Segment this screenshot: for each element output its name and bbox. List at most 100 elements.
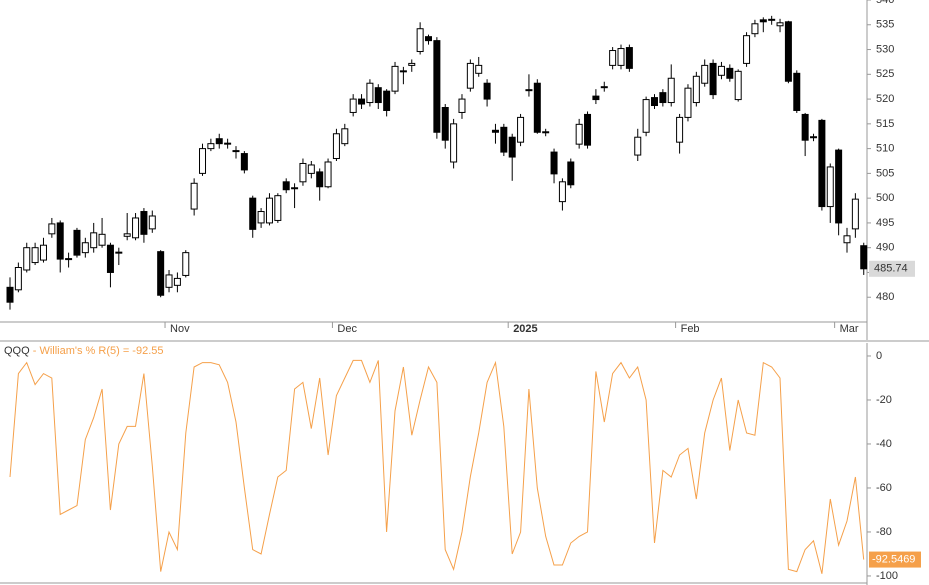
candle-body (692, 75, 700, 104)
candle-body (567, 161, 575, 186)
candle-body (676, 116, 684, 143)
y-tick-label: 505 (876, 167, 894, 179)
y-tick-label: 525 (876, 68, 894, 80)
candle-body (73, 229, 81, 256)
candle-body (743, 35, 751, 64)
candle-body (751, 23, 759, 35)
candle-body (307, 164, 315, 174)
candle-body (450, 123, 458, 163)
candle-body (349, 98, 357, 113)
candle-body (818, 119, 826, 208)
candle-body (282, 181, 290, 191)
candle-body (650, 97, 658, 107)
candle-body (575, 123, 583, 145)
y-tick-label: 510 (876, 143, 894, 155)
symbol: QQQ (4, 345, 30, 357)
x-tick-label: Feb (681, 323, 700, 335)
indicator-line (9, 359, 865, 574)
y-tick-label: 480 (876, 291, 894, 303)
y-tick-label: -40 (876, 438, 892, 450)
candle-body (39, 244, 47, 261)
candle-body (299, 162, 307, 183)
candle-body (391, 65, 399, 92)
candle-body (642, 99, 650, 133)
value-tag-label: -92.5469 (872, 553, 915, 565)
candle-body (199, 148, 207, 174)
candle-body (558, 181, 566, 203)
candle-body (483, 82, 491, 100)
candle-body (466, 62, 474, 89)
candle-body (399, 70, 407, 73)
candle-body (491, 129, 499, 133)
y-tick-label: 530 (876, 43, 894, 55)
candle-body (190, 182, 198, 210)
x-tick-label: Dec (337, 323, 357, 335)
candle-body (65, 258, 73, 261)
candle-body (291, 187, 299, 190)
y-tick-label: 0 (876, 350, 882, 362)
candle-body (709, 62, 717, 96)
value-tag (869, 551, 921, 568)
candle-body (224, 142, 232, 145)
candle-body (366, 82, 374, 104)
candle-body (81, 242, 89, 254)
indicator-title: QQQ - William's % R(5) = -92.55 (4, 345, 164, 357)
candle-body (173, 277, 181, 286)
candle-body (500, 126, 508, 153)
candle-body (425, 36, 432, 42)
y-tick-label: 540 (876, 0, 894, 6)
y-tick-label: 500 (876, 192, 894, 204)
candle-body (98, 233, 106, 246)
candle-body (341, 128, 349, 145)
candle-body (793, 72, 801, 111)
candle-body (123, 233, 131, 237)
candle-body (23, 247, 31, 271)
price-tag-label: 485.74 (874, 263, 908, 275)
candle-body (157, 251, 165, 296)
candle-body (182, 252, 190, 276)
candle-body (274, 195, 282, 221)
candle-body (416, 28, 424, 53)
price-tag (869, 260, 915, 277)
candle-body (843, 235, 851, 244)
y-tick-label: 535 (876, 19, 894, 31)
candle-body (684, 87, 692, 118)
candle-body (115, 251, 123, 254)
candle-body (140, 211, 148, 235)
candle-body (316, 171, 324, 188)
y-tick-label: -60 (876, 482, 892, 494)
candle-body (701, 64, 709, 84)
x-tick-label: Mar (840, 323, 859, 335)
candle-body (56, 222, 64, 260)
candle-body (215, 138, 223, 145)
candle-body (768, 18, 776, 21)
candle-body (634, 136, 642, 156)
candle-body (374, 87, 382, 104)
candle-body (132, 217, 140, 239)
candle-body (408, 62, 416, 66)
candle-body (6, 286, 14, 303)
candle-body (600, 86, 608, 89)
candle-body (525, 89, 533, 92)
candle-body (776, 22, 784, 27)
candle-body (609, 50, 617, 66)
candle-body (106, 244, 114, 273)
candle-body (508, 136, 516, 158)
candle-body (759, 19, 767, 23)
candle-body (617, 48, 625, 66)
candle-body (324, 161, 332, 188)
candle-body (90, 232, 98, 249)
candle-body (433, 40, 441, 133)
candle-body (625, 47, 633, 69)
candle-body (533, 82, 541, 133)
candle-body (542, 131, 550, 134)
candle-body (441, 106, 449, 141)
candle-body (659, 92, 667, 104)
candle-body (48, 223, 56, 235)
y-tick-label: 490 (876, 242, 894, 254)
candle-body (726, 67, 734, 79)
y-tick-label: 495 (876, 217, 894, 229)
candle-body (801, 113, 809, 141)
